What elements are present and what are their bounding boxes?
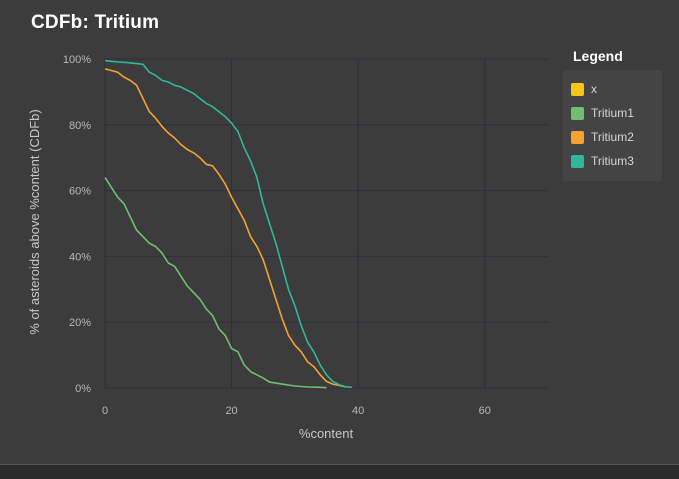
y-tick-label: 60% — [69, 186, 91, 198]
series-line-tritium3 — [104, 59, 352, 389]
x-tick-labels: 0 20 40 60 — [102, 405, 491, 417]
y-tick-labels: 0% 20% 40% 60% 80% 100% — [63, 54, 91, 395]
y-tick-label: 0% — [75, 383, 91, 395]
chart-title: CDFb: Tritium — [31, 12, 160, 33]
series-lines — [104, 59, 352, 389]
series-line-tritium1 — [104, 176, 327, 389]
series-line-tritium2 — [104, 68, 346, 388]
legend-swatch-tritium1 — [571, 106, 584, 120]
legend: Legend x Tritium1 Tritium2 Tritium3 — [563, 48, 662, 181]
legend-swatch-tritium2 — [571, 130, 584, 144]
x-tick-label: 40 — [352, 405, 364, 417]
bottom-bar — [0, 464, 679, 479]
legend-swatch-x — [571, 82, 584, 96]
legend-swatch-tritium3 — [571, 154, 584, 168]
x-tick-label: 60 — [479, 405, 491, 417]
legend-title: Legend — [573, 48, 623, 64]
legend-item-tritium2[interactable]: Tritium2 — [571, 125, 656, 149]
legend-item-tritium1[interactable]: Tritium1 — [571, 101, 656, 125]
chart-plot: 0% 20% 40% 60% 80% 100% 0 20 40 60 %content % of… — [27, 54, 548, 441]
legend-item-x[interactable]: x — [571, 77, 656, 101]
legend-label-tritium3: Tritium3 — [591, 154, 634, 168]
y-tick-label: 100% — [63, 54, 91, 66]
y-tick-label: 20% — [69, 317, 91, 329]
legend-label-tritium1: Tritium1 — [591, 106, 634, 120]
x-axis-label: %content — [299, 426, 354, 441]
y-axis-label: % of asteroids above %content (CDFb) — [27, 109, 42, 334]
y-tick-label: 80% — [69, 120, 91, 132]
legend-item-tritium3[interactable]: Tritium3 — [571, 149, 656, 173]
x-tick-label: 0 — [102, 405, 108, 417]
legend-label-tritium2: Tritium2 — [591, 130, 634, 144]
x-tick-label: 20 — [225, 405, 237, 417]
grid-lines — [104, 58, 548, 389]
chart-panel: CDFb: Tritium 0% 20% 40% 60% 80% 100% 0 20 40 60… — [27, 12, 662, 441]
legend-label-x: x — [591, 82, 597, 96]
legend-box: x Tritium1 Tritium2 Tritium3 — [563, 70, 662, 181]
y-tick-label: 40% — [69, 251, 91, 263]
